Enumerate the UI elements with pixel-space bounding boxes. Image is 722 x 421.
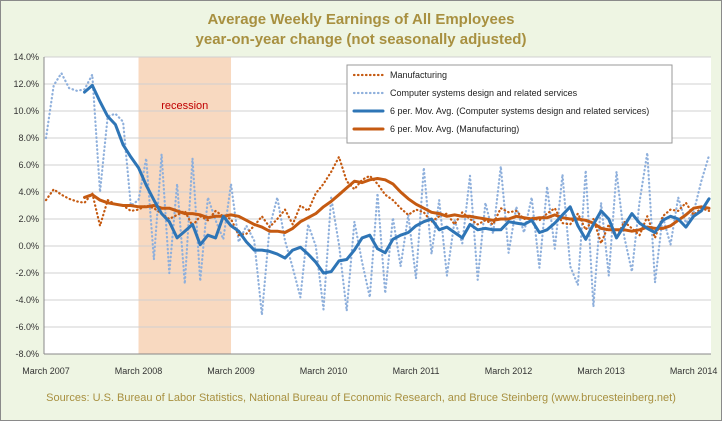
legend-label-3: 6 per. Mov. Avg. (Manufacturing) <box>390 124 519 134</box>
y-tick-label: 12.0% <box>13 79 39 89</box>
y-tick-label: -4.0% <box>15 295 39 305</box>
y-tick-label: 0.0% <box>18 241 39 251</box>
x-tick-label: March 2009 <box>207 366 255 376</box>
x-tick-label: March 2011 <box>393 366 440 376</box>
y-tick-label: 6.0% <box>18 160 39 170</box>
legend-label-0: Manufacturing <box>390 70 447 80</box>
y-tick-label: 4.0% <box>18 187 39 197</box>
y-tick-label: -2.0% <box>15 268 39 278</box>
chart-source: Sources: U.S. Bureau of Labor Statistics… <box>46 392 676 404</box>
x-tick-label: March 2010 <box>300 366 348 376</box>
y-tick-label: -8.0% <box>15 349 39 359</box>
x-tick-label: March 2014 <box>670 366 718 376</box>
y-tick-label: 8.0% <box>18 133 39 143</box>
y-tick-label: 14.0% <box>13 52 39 62</box>
x-tick-label: March 2007 <box>22 366 70 376</box>
y-tick-label: 10.0% <box>13 106 39 116</box>
chart-title: Average Weekly Earnings of All Employees <box>207 11 515 28</box>
x-tick-label: March 2013 <box>577 366 625 376</box>
chart-subtitle: year-on-year change (not seasonally adju… <box>195 31 527 48</box>
legend-label-1: Computer systems design and related serv… <box>390 88 578 98</box>
legend-box <box>346 64 673 144</box>
x-tick-label: March 2012 <box>485 366 533 376</box>
recession-label: recession <box>161 100 208 112</box>
y-tick-label: 2.0% <box>18 214 39 224</box>
series-line-2 <box>83 83 711 275</box>
series-line-3 <box>83 177 711 234</box>
legend-label-2: 6 per. Mov. Avg. (Computer systems desig… <box>390 106 649 116</box>
series-line-0 <box>44 155 711 245</box>
x-tick-label: March 2008 <box>115 366 163 376</box>
y-tick-label: -6.0% <box>15 322 39 332</box>
